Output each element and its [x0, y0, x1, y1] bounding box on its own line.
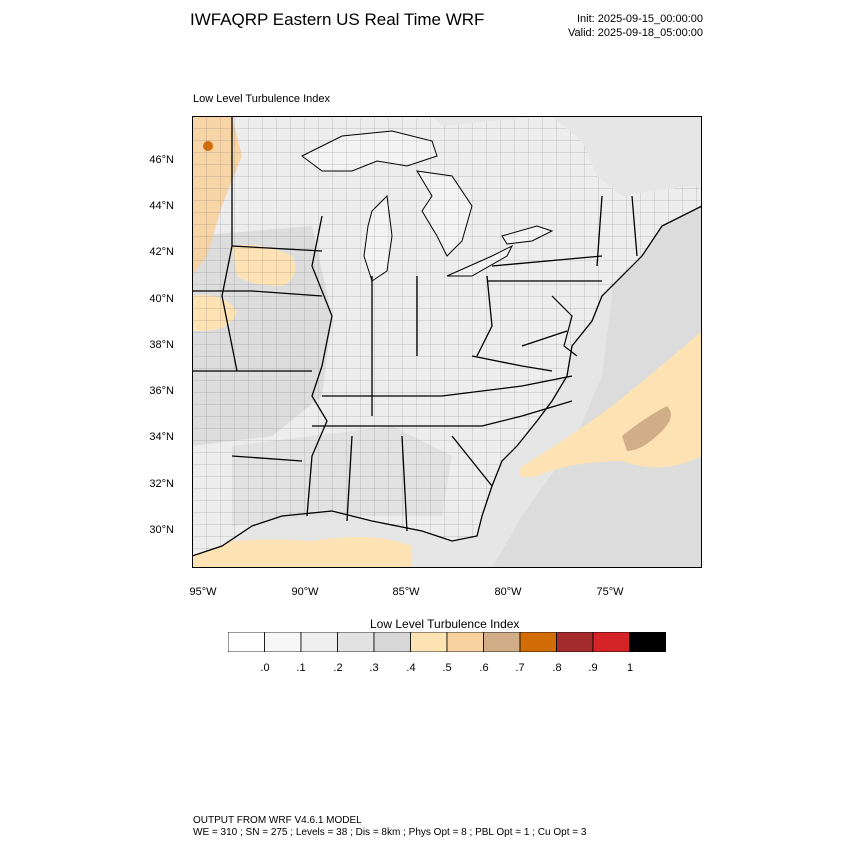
- colorbar-label: .1: [296, 662, 306, 674]
- plot-title: IWFAQRP Eastern US Real Time WRF: [190, 10, 485, 29]
- turbulence-area-gulf: [192, 537, 412, 568]
- colorbar-box: [556, 632, 594, 652]
- colorbar-label: .4: [406, 662, 416, 674]
- lat-label-30n: 30°N: [149, 524, 174, 536]
- colorbar-label: .5: [442, 662, 452, 674]
- footer-config: WE = 310 ; SN = 275 ; Levels = 38 ; Dis …: [193, 827, 587, 838]
- colorbar-box: [483, 632, 521, 652]
- colorbar-box: [410, 632, 448, 652]
- colorbar-box: [373, 632, 411, 652]
- lat-label-44n: 44°N: [149, 200, 174, 212]
- colorbar-box: [629, 632, 666, 652]
- lon-label-85w: 85°W: [392, 586, 420, 598]
- map-frame: [192, 116, 702, 568]
- colorbar-title: Low Level Turbulence Index: [370, 617, 520, 631]
- colorbar-label: .0: [260, 662, 270, 674]
- turbulence-core-atlantic: [622, 406, 671, 451]
- colorbar: [228, 632, 666, 652]
- colorbar-box: [519, 632, 557, 652]
- lat-label-40n: 40°N: [149, 293, 174, 305]
- lat-label-34n: 34°N: [149, 431, 174, 443]
- lat-label-38n: 38°N: [149, 339, 174, 351]
- map-subtitle: Low Level Turbulence Index: [193, 93, 330, 105]
- colorbar-box: [228, 632, 265, 652]
- colorbar-box: [264, 632, 302, 652]
- atlantic-field: [492, 196, 702, 568]
- colorbar-box: [337, 632, 375, 652]
- turbulence-area-atlantic: [519, 331, 702, 478]
- init-time: Init: 2025-09-15_00:00:00: [577, 13, 703, 25]
- colorbar-label: .2: [333, 662, 343, 674]
- footer-model: OUTPUT FROM WRF V4.6.1 MODEL: [193, 815, 362, 826]
- lat-label-42n: 42°N: [149, 246, 174, 258]
- colorbar-label: .3: [369, 662, 379, 674]
- lon-label-90w: 90°W: [291, 586, 319, 598]
- valid-time: Valid: 2025-09-18_05:00:00: [568, 27, 703, 39]
- colorbar-box: [446, 632, 484, 652]
- colorbar-label: 1: [626, 662, 634, 674]
- lat-label-32n: 32°N: [149, 478, 174, 490]
- lon-label-80w: 80°W: [494, 586, 522, 598]
- coastline: [551, 295, 578, 357]
- lon-label-75w: 75°W: [596, 586, 624, 598]
- turbulence-map: [192, 116, 702, 568]
- state-borders: [192, 116, 702, 557]
- colorbar-label: .6: [479, 662, 489, 674]
- colorbar-box: [300, 632, 338, 652]
- lat-label-46n: 46°N: [149, 154, 174, 166]
- colorbar-label: .8: [552, 662, 562, 674]
- lon-label-95w: 95°W: [189, 586, 217, 598]
- colorbar-label: .9: [588, 662, 598, 674]
- colorbar-box: [592, 632, 630, 652]
- colorbar-label: .7: [515, 662, 525, 674]
- lat-label-36n: 36°N: [149, 385, 174, 397]
